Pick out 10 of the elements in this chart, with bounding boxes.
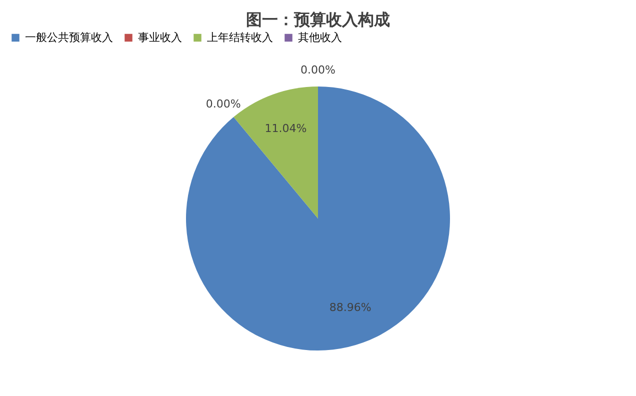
text: 0.00%	[206, 98, 241, 111]
data-label: 11.04%	[264, 122, 307, 136]
pie-slice	[186, 86, 450, 350]
text: 0.00%	[300, 64, 336, 76]
legend-label: 一般公共预算收入	[25, 30, 113, 44]
chart-title: 图一：预算收入构成	[246, 10, 390, 29]
data-label: 88.96%	[329, 300, 372, 314]
legend-label: 其他收入	[298, 30, 342, 44]
legend-label: 上年结转收入	[207, 30, 273, 44]
legend-label: 事业收入	[138, 30, 182, 44]
